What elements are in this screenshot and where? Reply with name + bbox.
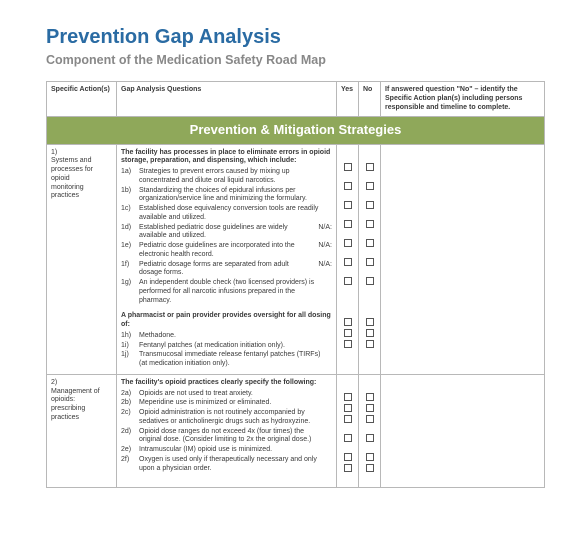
- col-questions: Gap Analysis Questions: [117, 82, 337, 117]
- checkbox[interactable]: [344, 201, 352, 209]
- question-item: 2c)Opioid administration is not routinel…: [121, 409, 332, 427]
- checkbox[interactable]: [366, 329, 374, 337]
- section-header: Prevention & Mitigation Strategies: [47, 117, 545, 144]
- no-cell: [359, 144, 381, 374]
- action-cell: 2)Management of opioids: prescribing pra…: [47, 374, 117, 487]
- checkbox[interactable]: [344, 434, 352, 442]
- question-item: 1g)An independent double check (two lice…: [121, 279, 332, 305]
- question-item: 2b)Meperidine use is minimized or elimin…: [121, 399, 332, 408]
- checkbox[interactable]: [344, 415, 352, 423]
- checkbox[interactable]: [366, 258, 374, 266]
- na-label: N/A:: [310, 224, 332, 242]
- identify-cell: [381, 144, 545, 374]
- question-item: 1b)Standardizing the choices of epidural…: [121, 187, 332, 205]
- question-item: 1d)Established pediatric dose guidelines…: [121, 224, 332, 242]
- checkbox[interactable]: [366, 318, 374, 326]
- col-yes: Yes: [337, 82, 359, 117]
- yes-cell: [337, 374, 359, 487]
- checkbox[interactable]: [344, 329, 352, 337]
- question-lead: A pharmacist or pain provider provides o…: [121, 312, 332, 330]
- questions-cell: The facility's opioid practices clearly …: [117, 374, 337, 487]
- yes-cell: [337, 144, 359, 374]
- checkbox[interactable]: [344, 404, 352, 412]
- question-item: 1f)Pediatric dosage forms are separated …: [121, 261, 332, 279]
- checkbox[interactable]: [366, 163, 374, 171]
- checkbox[interactable]: [344, 340, 352, 348]
- page-subtitle: Component of the Medication Safety Road …: [46, 53, 545, 67]
- action-cell: 1)Systems and processes for opioid monit…: [47, 144, 117, 374]
- no-cell: [359, 374, 381, 487]
- checkbox[interactable]: [366, 340, 374, 348]
- question-item: 1c)Established dose equivalency conversi…: [121, 205, 332, 223]
- col-no: No: [359, 82, 381, 117]
- checkbox[interactable]: [344, 220, 352, 228]
- checkbox[interactable]: [344, 277, 352, 285]
- checkbox[interactable]: [366, 239, 374, 247]
- question-item: 2f)Oxygen is used only if therapeuticall…: [121, 456, 332, 474]
- checkbox[interactable]: [344, 182, 352, 190]
- checkbox[interactable]: [366, 434, 374, 442]
- checkbox[interactable]: [344, 453, 352, 461]
- na-label: N/A:: [310, 242, 332, 260]
- question-item: 2d)Opioid dose ranges do not exceed 4x (…: [121, 428, 332, 446]
- checkbox[interactable]: [366, 182, 374, 190]
- checkbox[interactable]: [344, 393, 352, 401]
- checkbox[interactable]: [366, 393, 374, 401]
- checkbox[interactable]: [366, 404, 374, 412]
- question-item: 1h)Methadone.: [121, 332, 332, 341]
- identify-cell: [381, 374, 545, 487]
- checkbox[interactable]: [366, 220, 374, 228]
- question-item: 1i)Fentanyl patches (at medication initi…: [121, 342, 332, 351]
- checkbox[interactable]: [344, 239, 352, 247]
- question-item: 1e)Pediatric dose guidelines are incorpo…: [121, 242, 332, 260]
- col-identify: If answered question "No" – identify the…: [381, 82, 545, 117]
- col-actions: Specific Action(s): [47, 82, 117, 117]
- checkbox[interactable]: [344, 464, 352, 472]
- checkbox[interactable]: [366, 415, 374, 423]
- checkbox[interactable]: [344, 318, 352, 326]
- checkbox[interactable]: [366, 201, 374, 209]
- gap-analysis-table: Specific Action(s) Gap Analysis Question…: [46, 81, 545, 488]
- question-lead: The facility has processes in place to e…: [121, 149, 332, 167]
- question-item: 1a)Strategies to prevent errors caused b…: [121, 168, 332, 186]
- question-item: 2e)Intramuscular (IM) opioid use is mini…: [121, 446, 332, 455]
- checkbox[interactable]: [366, 464, 374, 472]
- questions-cell: The facility has processes in place to e…: [117, 144, 337, 374]
- checkbox[interactable]: [366, 277, 374, 285]
- page-title: Prevention Gap Analysis: [46, 26, 545, 49]
- question-lead: The facility's opioid practices clearly …: [121, 379, 332, 388]
- checkbox[interactable]: [344, 163, 352, 171]
- na-label: N/A:: [310, 261, 332, 279]
- question-item: 1j)Transmucosal immediate release fentan…: [121, 351, 332, 369]
- question-item: 2a)Opioids are not used to treat anxiety…: [121, 390, 332, 399]
- checkbox[interactable]: [344, 258, 352, 266]
- checkbox[interactable]: [366, 453, 374, 461]
